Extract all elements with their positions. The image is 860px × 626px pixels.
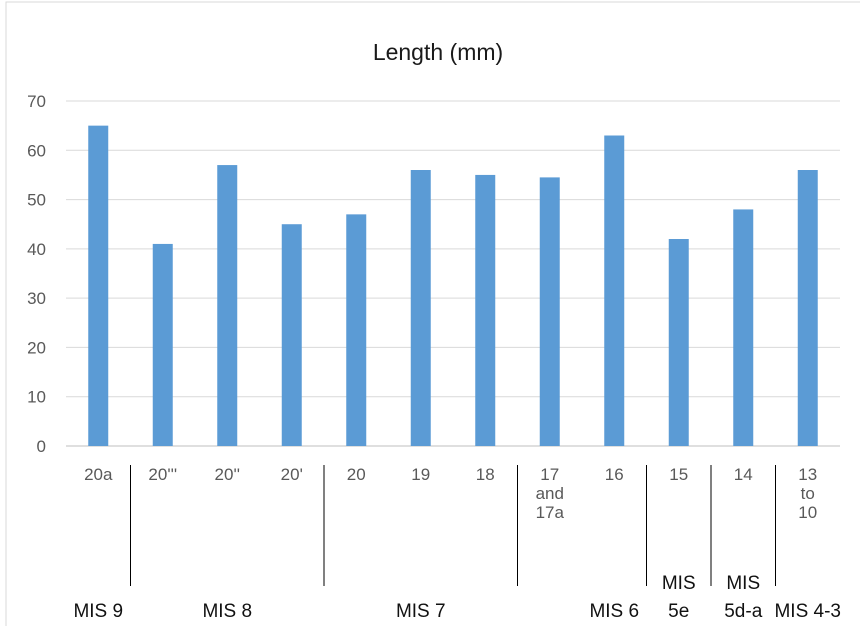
bar <box>410 170 431 446</box>
group-label: MIS 9 <box>73 601 123 622</box>
group-label: MIS 7 <box>396 601 446 622</box>
x-tick-label: 14 <box>734 465 753 484</box>
x-tick-label: 20' <box>281 465 303 484</box>
x-tick-label: 10 <box>798 503 817 522</box>
bar <box>539 177 560 446</box>
x-tick-label: 20'' <box>215 465 240 484</box>
bar <box>668 239 689 446</box>
x-tick-label: 15 <box>669 465 688 484</box>
y-tick-label: 20 <box>27 338 46 357</box>
bar <box>88 125 109 447</box>
chart-border <box>5 1 860 626</box>
x-tick-label: 20''' <box>148 465 177 484</box>
x-tick-label: to <box>801 484 815 503</box>
bar <box>217 165 238 447</box>
bar <box>346 214 367 446</box>
bar <box>281 224 302 446</box>
x-tick-label: 20a <box>84 465 113 484</box>
x-tick-label: and <box>536 484 564 503</box>
bar <box>797 170 818 446</box>
y-tick-label: 0 <box>37 437 46 456</box>
group-label: MIS 6 <box>589 601 639 622</box>
bar <box>604 135 625 446</box>
bar <box>152 243 173 446</box>
y-tick-label: 10 <box>27 388 46 407</box>
bar <box>733 209 754 446</box>
y-axis-tick-labels: 0 10 20 30 40 50 60 70 <box>27 92 46 456</box>
group-label: MIS 4-3 <box>774 601 841 622</box>
x-tick-label: 16 <box>605 465 624 484</box>
x-tick-label: 19 <box>411 465 430 484</box>
group-label: 5d-a <box>724 601 762 622</box>
group-label: MIS <box>662 573 696 594</box>
gridlines <box>66 100 840 447</box>
group-label: 5e <box>668 601 689 622</box>
y-tick-label: 60 <box>27 141 46 160</box>
x-tick-label: 17a <box>536 503 565 522</box>
chart-title: Length (mm) <box>373 39 503 65</box>
x-tick-label: 20 <box>347 465 366 484</box>
y-tick-label: 40 <box>27 240 46 259</box>
group-label: MIS <box>726 573 760 594</box>
x-tick-label: 18 <box>476 465 495 484</box>
y-tick-label: 50 <box>27 191 46 210</box>
bar <box>475 174 496 446</box>
x-tick-label: 13 <box>798 465 817 484</box>
y-tick-label: 70 <box>27 92 46 111</box>
x-tick-label: 17 <box>540 465 559 484</box>
group-labels: MIS 9 MIS 8 MIS 7 MIS 6 MIS 5e MIS 5d-a MIS 4-3 <box>73 465 841 622</box>
group-label: MIS 8 <box>202 601 252 622</box>
y-tick-label: 30 <box>27 289 46 308</box>
bars <box>88 125 818 447</box>
